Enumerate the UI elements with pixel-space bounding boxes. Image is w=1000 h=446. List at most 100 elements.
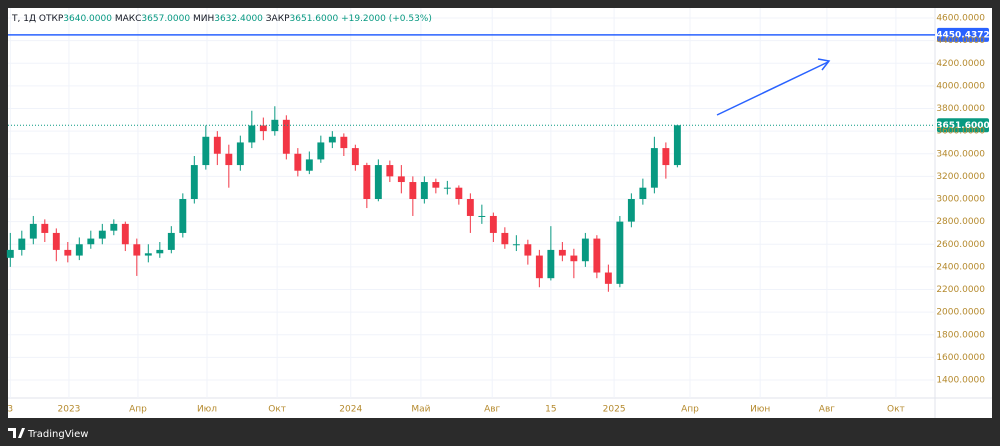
- candle-body: [547, 249, 555, 279]
- candle-body: [271, 119, 279, 132]
- candle-body: [397, 176, 405, 183]
- candles: [6, 106, 681, 292]
- candle-body: [604, 272, 612, 284]
- candle-body: [489, 215, 497, 233]
- legend: Т, 1Д ОТКР3640.0000 МАКС3657.0000 МИН363…: [11, 14, 432, 24]
- candle-body: [409, 182, 417, 199]
- candle-body: [179, 199, 187, 233]
- candle-body: [443, 187, 451, 189]
- candle-body: [52, 232, 60, 250]
- price-badge: [937, 27, 989, 42]
- candle-body: [328, 136, 336, 143]
- candle-body: [673, 125, 681, 166]
- x-tick-label: Авг: [819, 405, 835, 415]
- x-tick-label: Авг: [484, 405, 500, 415]
- candle-body: [202, 136, 210, 166]
- y-tick-label: 2200.0000: [936, 285, 985, 295]
- candle-body: [213, 136, 221, 154]
- candle-body: [535, 255, 543, 279]
- field-label: ОТКР: [39, 14, 64, 24]
- candle-body: [558, 249, 566, 256]
- candle-body: [340, 136, 348, 149]
- x-tick-label: 2024: [339, 405, 362, 415]
- grid: [8, 8, 935, 398]
- candle-body: [156, 249, 164, 254]
- y-tick-label: 1400.0000: [936, 376, 985, 386]
- brand: TradingView: [27, 429, 88, 440]
- y-tick-label: 3000.0000: [936, 195, 985, 205]
- x-tick-label: Окт: [887, 405, 905, 415]
- candle-body: [593, 238, 601, 273]
- candle-body: [6, 249, 14, 258]
- field-value: 3657.0000: [141, 14, 190, 24]
- candle-body: [374, 165, 382, 199]
- footer-logo: TradingView: [8, 428, 88, 440]
- y-tick-label: 2600.0000: [936, 240, 985, 250]
- candle-body: [248, 125, 256, 143]
- candle-body: [259, 125, 267, 132]
- x-tick-label: Апр: [681, 405, 699, 415]
- candle-body: [294, 153, 302, 171]
- candle-body: [121, 223, 129, 245]
- field-label: ЗАКР: [266, 14, 290, 24]
- y-tick-label: 2000.0000: [936, 308, 985, 318]
- candle-body: [133, 244, 141, 256]
- y-tick-label: 4600.0000: [936, 14, 985, 24]
- candle-body: [420, 182, 428, 199]
- field-value: 3651.6000: [290, 14, 339, 24]
- y-tick-label: 2800.0000: [936, 217, 985, 227]
- header: Т, 1Д ОТКР3640.0000 МАКС3657.0000 МИН363…: [11, 14, 432, 24]
- candle-body: [98, 230, 106, 239]
- price-badge-label: 4450.4372: [936, 30, 990, 40]
- x-tick-label: Апр: [129, 405, 147, 415]
- candle-body: [305, 159, 313, 171]
- y-tick-label: 4400.0000: [936, 36, 985, 46]
- overlay: 4450.4372 3651.6000: [8, 27, 990, 133]
- y-tick-label: 3600.0000: [936, 127, 985, 137]
- candle-body: [501, 232, 509, 245]
- candle-body: [225, 153, 233, 166]
- y-tick-label: 2400.0000: [936, 262, 985, 272]
- symbol: Т, 1Д: [11, 14, 36, 24]
- candle-body: [29, 223, 37, 239]
- x-tick-label: 3: [7, 405, 13, 415]
- candle-body: [616, 221, 624, 284]
- x-tick-label: Окт: [268, 405, 286, 415]
- y-tick-label: 3400.0000: [936, 149, 985, 159]
- candle-body: [639, 187, 647, 199]
- candle-body: [75, 244, 83, 256]
- field-value: 3640.0000: [63, 14, 112, 24]
- candle-body: [351, 148, 359, 166]
- x-tick-label: 2025: [603, 405, 626, 415]
- candle-body: [650, 148, 658, 188]
- candle-body: [524, 244, 532, 256]
- x-tick-label: 2023: [58, 405, 81, 415]
- field-value: 3632.4000: [214, 14, 263, 24]
- price-badge-label: 3651.6000: [936, 121, 990, 131]
- candle-body: [627, 199, 635, 222]
- arrow-head: [817, 58, 831, 71]
- x-tick-label: Май: [411, 405, 430, 415]
- candle-body: [466, 199, 474, 216]
- candle-body: [432, 182, 440, 188]
- trend-arrow: [716, 61, 829, 116]
- field-label: МАКС: [115, 14, 142, 24]
- candle-body: [512, 244, 520, 246]
- candle-body: [64, 249, 72, 256]
- candle-body: [386, 165, 394, 177]
- x-tick-label: Июл: [197, 405, 217, 415]
- change: +19.2000 (+0.53%): [341, 14, 432, 24]
- y-tick-label: 3800.0000: [936, 104, 985, 114]
- y-tick-label: 1800.0000: [936, 330, 985, 340]
- y-tick-label: 4000.0000: [936, 81, 985, 91]
- y-tick-label: 3200.0000: [936, 172, 985, 182]
- candle-body: [144, 253, 152, 256]
- candle-body: [41, 223, 49, 233]
- candle-body: [662, 148, 670, 166]
- candle-body: [190, 165, 198, 199]
- x-tick-label: 15: [545, 405, 556, 415]
- candle-body: [236, 142, 244, 166]
- field-label: МИН: [193, 14, 214, 24]
- candle-body: [110, 223, 118, 231]
